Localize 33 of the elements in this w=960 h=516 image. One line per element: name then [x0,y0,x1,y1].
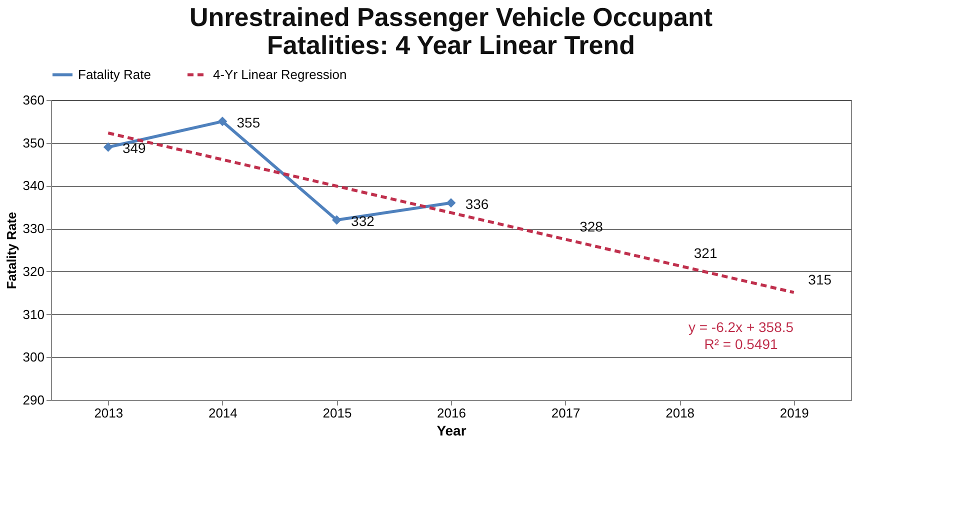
y-tick-label: 360 [22,92,44,108]
point [332,215,342,225]
x-axis-title: Year [436,422,467,438]
point [103,142,113,152]
x-tick-label: 2014 [208,406,238,420]
y-tick-label: 310 [22,306,44,322]
legend-label: Fatality Rate [78,66,151,82]
point [446,198,456,208]
y-axis-title: Fatality Rate [4,212,19,290]
x-tick-label: 2013 [94,406,124,420]
y-tick-label: 300 [22,350,44,365]
data-label: 332 [351,213,375,229]
x-tick-label: 2016 [437,406,466,420]
x-tick-label: 2018 [666,406,695,420]
annotation: R² = 0.5491 [704,336,778,352]
annotation: y = -6.2x + 358.5 [688,319,794,335]
data-label: 321 [694,244,718,261]
data-label: 336 [465,196,489,212]
x-tick-label: 2015 [322,406,352,420]
x-tick-label: 2017 [551,406,580,420]
line-series [106,132,796,294]
data-label: 349 [122,140,146,156]
y-tick-label: 350 [22,135,44,150]
y-tick-label: 330 [22,221,44,236]
legend-label: 4-Yr Linear Regression [213,66,347,82]
data-label: 315 [808,271,832,288]
x-tick-label: 2019 [780,406,809,420]
y-tick-label: 290 [22,392,44,408]
chart-title: Unrestrained Passenger Vehicle Occupant Fatalities: 4 Year Linear Trend [189,2,713,60]
y-tick-label: 340 [22,178,44,194]
data-label: 355 [236,114,260,130]
y-tick-label: 320 [22,264,44,279]
point [218,116,228,126]
